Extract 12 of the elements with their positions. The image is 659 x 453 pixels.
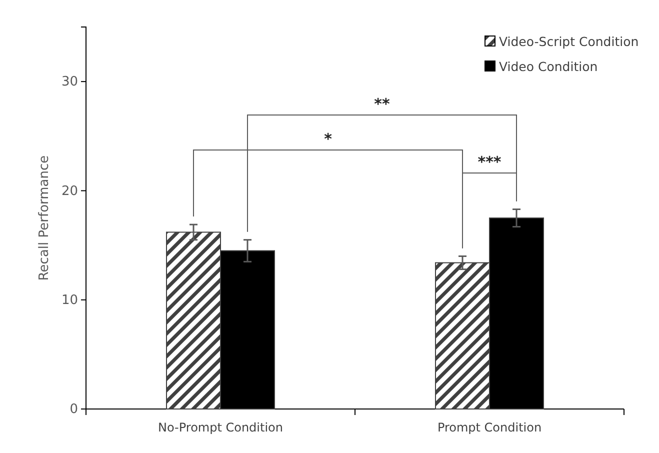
y-axis-title: Recall Performance: [37, 155, 52, 281]
x-tick-label: Prompt Condition: [437, 420, 542, 435]
annotation: **: [374, 95, 390, 113]
y-tick-label: 10: [61, 293, 78, 308]
y-tick-label: 30: [61, 74, 78, 90]
annotation: *: [324, 130, 332, 148]
y-tick-label: 20: [61, 184, 78, 199]
y-tick-label: 0: [70, 402, 78, 418]
legend-label: Video Condition: [499, 59, 598, 74]
annotation: ***: [478, 153, 502, 171]
x-tick-label: No-Prompt Condition: [158, 420, 283, 435]
legend-label: Video-Script Condition: [499, 34, 639, 49]
